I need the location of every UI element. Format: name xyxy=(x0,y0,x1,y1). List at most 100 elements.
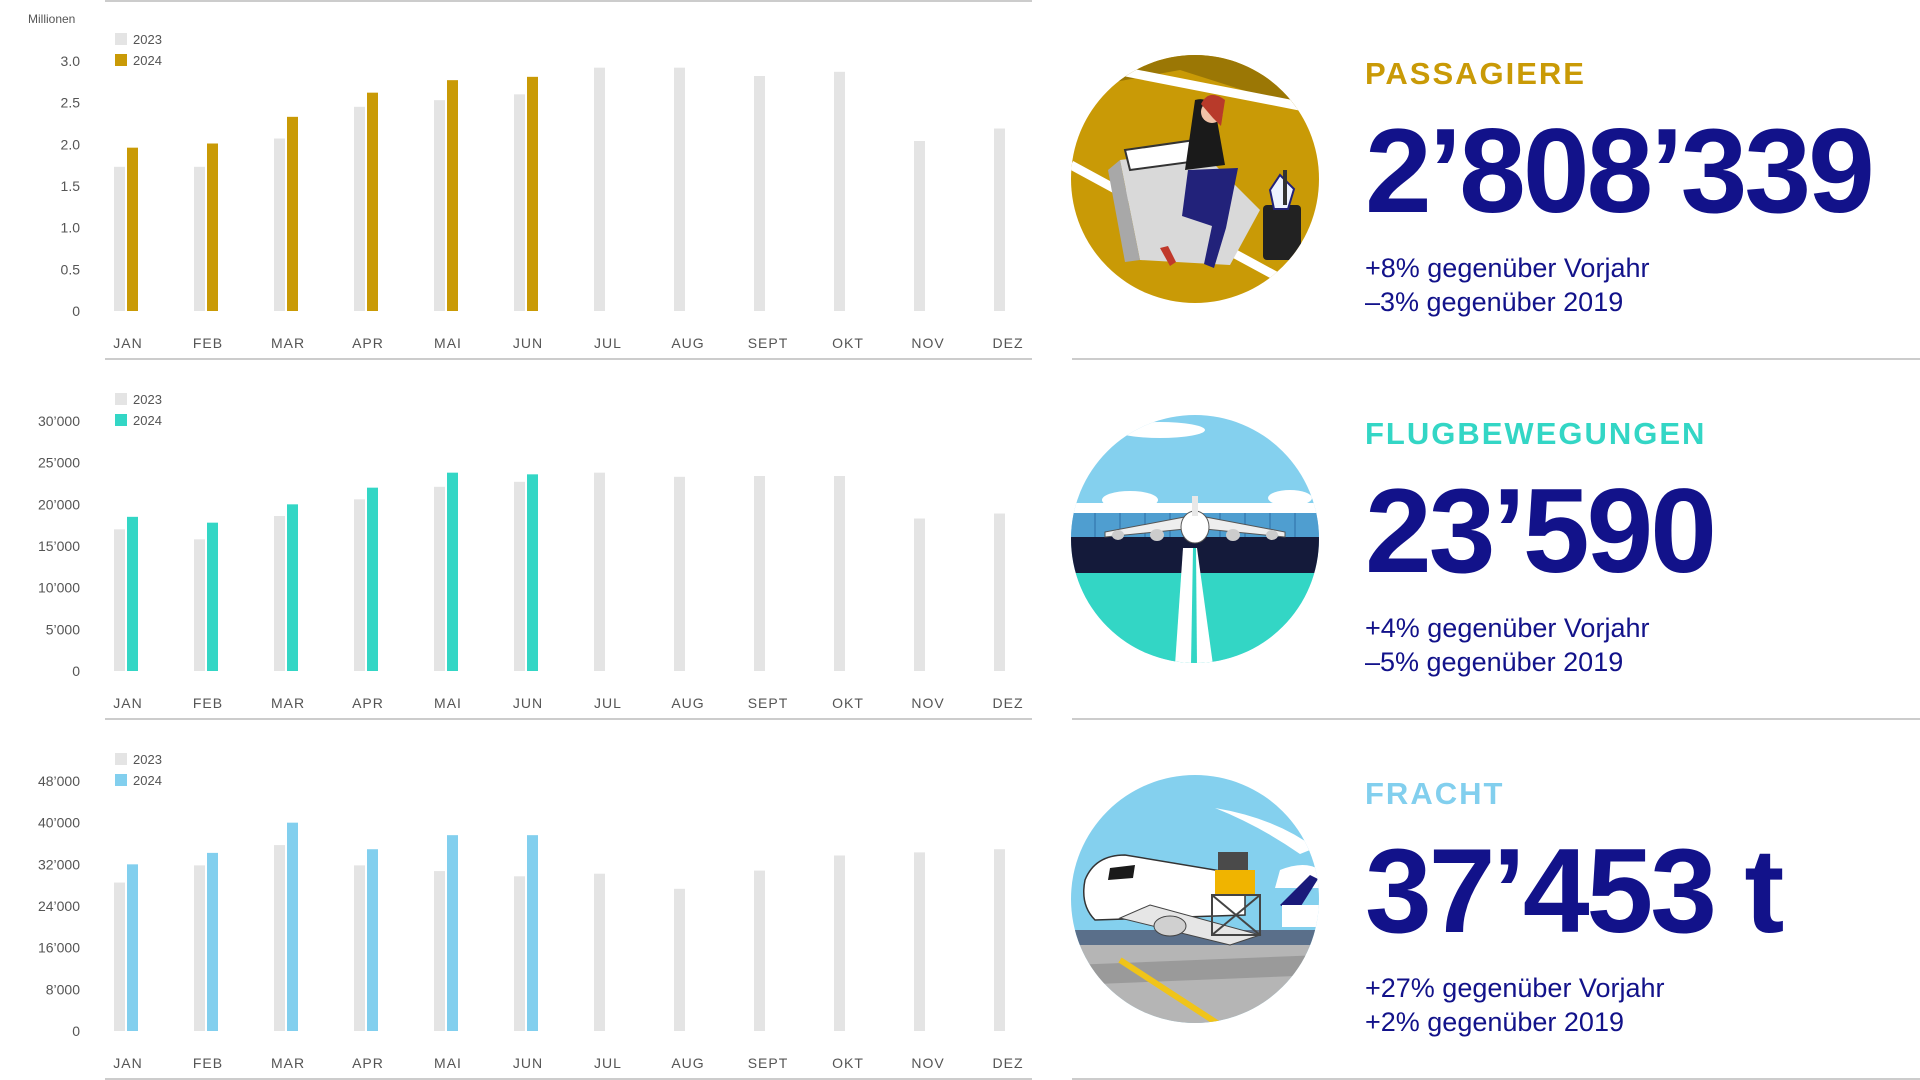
bar-2023 xyxy=(514,876,525,1031)
legend-label: 2023 xyxy=(133,752,162,767)
x-tick-label: JUN xyxy=(513,695,543,711)
y-tick-label: 15’000 xyxy=(38,538,80,554)
y-tick-label: 20’000 xyxy=(38,496,80,512)
bar-2023 xyxy=(194,865,205,1031)
x-tick-label: DEZ xyxy=(993,1055,1024,1071)
bar-2023 xyxy=(274,138,285,311)
x-tick-label: JAN xyxy=(113,695,142,711)
stat-passagiere: PASSAGIERE 2’808’339 +8% gegenüber Vorja… xyxy=(1365,56,1875,319)
y-tick-label: 0.5 xyxy=(61,261,81,277)
bar-2023 xyxy=(674,888,685,1031)
y-tick-label: 40’000 xyxy=(38,815,80,831)
bar-2023 xyxy=(114,166,125,311)
bar-2023 xyxy=(274,845,285,1031)
cargo-loading-illustration xyxy=(1071,775,1319,1023)
stat-delta-vorjahr: +4% gegenüber Vorjahr xyxy=(1365,613,1650,643)
chart-passagiere: Millionen 0 0.5 1.0 1.5 2.0 2.5 3.0 2023 2024 JAN F… xyxy=(28,12,1024,351)
y-tick-label: 3.0 xyxy=(61,53,81,69)
y-tick-label: 0 xyxy=(72,303,80,319)
stat-delta-2019: +2% gegenüber 2019 xyxy=(1365,1007,1624,1037)
x-tick-label: APR xyxy=(352,1055,384,1071)
bar-2023 xyxy=(754,476,765,671)
legend-label: 2023 xyxy=(133,32,162,47)
bar-2023 xyxy=(834,71,845,311)
x-tick-label: MAI xyxy=(434,335,462,351)
stat-delta-2019: –5% gegenüber 2019 xyxy=(1365,647,1624,677)
legend-swatch xyxy=(115,33,127,45)
x-tick-label: JAN xyxy=(113,1055,142,1071)
legend-swatch xyxy=(115,54,127,66)
bar-2023 xyxy=(194,539,205,671)
x-tick-label: JUL xyxy=(594,695,622,711)
legend-label: 2024 xyxy=(133,53,162,68)
x-tick-label: JUL xyxy=(594,335,622,351)
bar-2023 xyxy=(994,513,1005,671)
bar-2023 xyxy=(434,486,445,671)
x-tick-label: DEZ xyxy=(993,695,1024,711)
x-tick-label: SEPT xyxy=(748,335,789,351)
y-tick-label: 10’000 xyxy=(38,580,80,596)
bar-2024 xyxy=(447,472,458,671)
stat-flugbewegungen: FLUGBEWEGUNGEN 23’590 +4% gegenüber Vorj… xyxy=(1365,418,1717,679)
bar-2023 xyxy=(274,516,285,671)
bar-2023 xyxy=(434,871,445,1031)
y-tick-label: 0 xyxy=(72,1023,80,1039)
bar-2024 xyxy=(127,516,138,671)
stat-fracht: FRACHT 37’453 t +27% gegenüber Vorjahr +… xyxy=(1365,776,1784,1039)
x-tick-label: JUN xyxy=(513,335,543,351)
stat-value: 37’453 t xyxy=(1365,824,1784,958)
stat-delta-vorjahr: +27% gegenüber Vorjahr xyxy=(1365,973,1665,1003)
bar-2024 xyxy=(287,116,298,311)
x-tick-label: FEB xyxy=(193,695,223,711)
x-tick-label: MAR xyxy=(271,335,305,351)
bar-2023 xyxy=(114,882,125,1031)
bar-2024 xyxy=(287,504,298,671)
y-tick-label: 1.5 xyxy=(61,178,81,194)
x-tick-label: JAN xyxy=(113,335,142,351)
x-tick-label: MAR xyxy=(271,695,305,711)
bar-2024 xyxy=(447,80,458,312)
bar-2023 xyxy=(994,128,1005,311)
x-tick-label: MAI xyxy=(434,695,462,711)
bar-2024 xyxy=(367,849,378,1031)
y-tick-label: 48’000 xyxy=(38,773,80,789)
bar-2023 xyxy=(674,67,685,312)
bar-2024 xyxy=(207,852,218,1031)
x-tick-label: SEPT xyxy=(748,1055,789,1071)
y-tick-label: 0 xyxy=(72,663,80,679)
bar-2024 xyxy=(447,835,458,1031)
bar-2023 xyxy=(674,476,685,671)
x-tick-label: DEZ xyxy=(993,335,1024,351)
x-tick-label: FEB xyxy=(193,1055,223,1071)
y-unit-label: Millionen xyxy=(28,12,75,26)
y-tick-label: 24’000 xyxy=(38,898,80,914)
bar-2024 xyxy=(367,487,378,671)
bar-2023 xyxy=(754,870,765,1031)
x-tick-label: OKT xyxy=(832,335,864,351)
y-tick-label: 5’000 xyxy=(46,621,80,637)
x-tick-label: AUG xyxy=(671,1055,704,1071)
bar-2023 xyxy=(834,476,845,671)
bar-2023 xyxy=(914,852,925,1031)
stat-label: FRACHT xyxy=(1365,776,1505,811)
y-tick-label: 25’000 xyxy=(38,455,80,471)
y-tick-label: 1.0 xyxy=(61,220,81,236)
y-tick-label: 2.0 xyxy=(61,136,81,152)
chart-fracht: 0 8’000 16’000 24’000 32’000 40’000 48’000 2023… xyxy=(38,752,1024,1071)
x-tick-label: FEB xyxy=(193,335,223,351)
stat-label: PASSAGIERE xyxy=(1365,56,1586,91)
bar-2023 xyxy=(514,94,525,311)
bar-2023 xyxy=(194,166,205,311)
x-tick-label: APR xyxy=(352,695,384,711)
legend-swatch xyxy=(115,774,127,786)
y-tick-label: 32’000 xyxy=(38,856,80,872)
legend-swatch xyxy=(115,414,127,426)
y-tick-label: 16’000 xyxy=(38,940,80,956)
stat-value: 2’808’339 xyxy=(1365,104,1875,238)
stat-value: 23’590 xyxy=(1365,464,1717,598)
x-tick-label: NOV xyxy=(911,335,944,351)
x-tick-label: AUG xyxy=(671,695,704,711)
stat-delta-2019: –3% gegenüber 2019 xyxy=(1365,287,1624,317)
bar-2023 xyxy=(994,849,1005,1031)
